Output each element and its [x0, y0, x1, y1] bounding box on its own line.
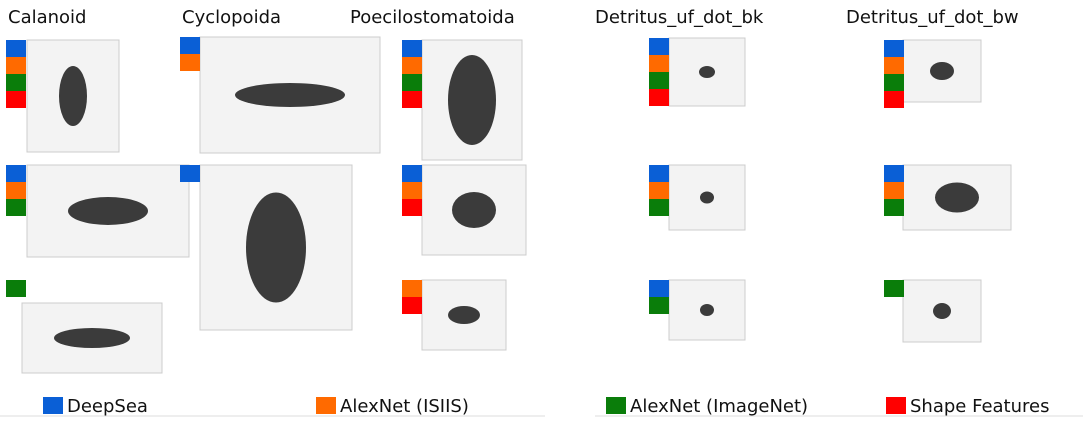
legend-swatch — [316, 397, 336, 414]
specimen — [700, 304, 714, 316]
classifier-marker — [649, 280, 669, 297]
specimen — [935, 183, 979, 213]
specimen — [246, 193, 306, 303]
classifier-marker — [180, 165, 200, 182]
classifier-marker — [649, 199, 669, 216]
specimen — [59, 66, 87, 126]
specimen — [700, 192, 714, 204]
classifier-marker — [649, 182, 669, 199]
classifier-marker — [402, 57, 422, 74]
classifier-marker — [649, 297, 669, 314]
legend-label: Shape Features — [910, 396, 1049, 417]
classifier-marker — [884, 199, 904, 216]
column-title: Poecilostomatoida — [350, 7, 515, 28]
classifier-marker — [402, 280, 422, 297]
specimen — [54, 328, 130, 348]
classifier-marker — [884, 165, 904, 182]
classifier-marker — [649, 165, 669, 182]
specimen — [448, 55, 496, 145]
classifier-marker — [884, 57, 904, 74]
legend-swatch — [606, 397, 626, 414]
classifier-marker — [402, 40, 422, 57]
classifier-marker — [649, 89, 669, 106]
classifier-marker — [6, 57, 26, 74]
classifier-marker — [6, 199, 26, 216]
classifier-marker — [884, 40, 904, 57]
column-title: Calanoid — [8, 7, 86, 28]
classifier-marker — [180, 54, 200, 71]
classifier-marker — [402, 165, 422, 182]
classifier-marker — [649, 55, 669, 72]
classifier-marker — [402, 91, 422, 108]
classifier-marker — [884, 280, 904, 297]
classifier-marker — [402, 182, 422, 199]
legend-label: AlexNet (ImageNet) — [630, 396, 808, 417]
classifier-marker — [402, 297, 422, 314]
figure: Calanoid Cyclopoida Poecilostomatoida De… — [0, 0, 1083, 421]
classifier-marker — [884, 182, 904, 199]
classifier-marker — [6, 280, 26, 297]
specimen — [452, 192, 496, 228]
classifier-marker — [884, 91, 904, 108]
classifier-marker — [6, 40, 26, 57]
classifier-marker — [402, 74, 422, 91]
legend-label: AlexNet (ISIIS) — [340, 396, 469, 417]
classifier-marker — [180, 37, 200, 54]
specimen — [930, 62, 954, 80]
legend-swatch — [43, 397, 63, 414]
column-title: Detritus_uf_dot_bk — [595, 7, 764, 28]
classifier-marker — [402, 199, 422, 216]
classifier-marker — [884, 74, 904, 91]
classifier-marker — [649, 72, 669, 89]
column-title: Detritus_uf_dot_bw — [846, 7, 1019, 28]
legend-label: DeepSea — [67, 396, 148, 417]
specimen — [699, 66, 715, 78]
classifier-marker — [649, 38, 669, 55]
legend-swatch — [886, 397, 906, 414]
classifier-marker — [6, 165, 26, 182]
specimen — [448, 306, 480, 324]
classifier-marker — [6, 91, 26, 108]
specimen — [68, 197, 148, 225]
specimen — [933, 303, 951, 319]
specimen — [235, 83, 345, 107]
column-title: Cyclopoida — [182, 7, 281, 28]
classifier-marker — [6, 182, 26, 199]
classifier-marker — [6, 74, 26, 91]
